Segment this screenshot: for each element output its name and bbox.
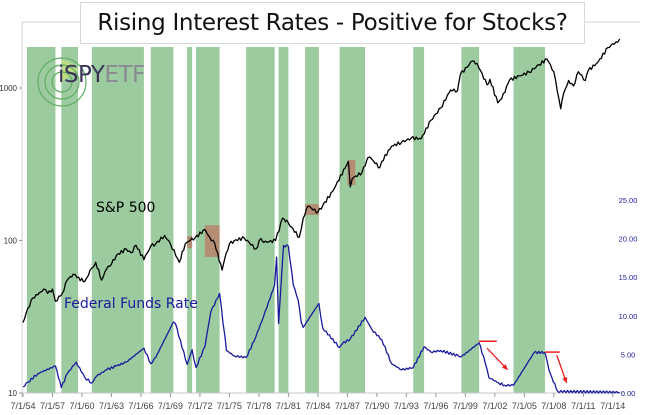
y-right-tick-label: 5.00 xyxy=(621,350,636,359)
sp500-line xyxy=(22,38,621,323)
red-arrowhead-icon xyxy=(562,377,568,383)
red-arrowhead-icon xyxy=(502,364,508,370)
x-tick-label: 7/1/60 xyxy=(69,401,94,411)
y-left-tick-label: 100 xyxy=(4,237,18,246)
highlight-box xyxy=(347,160,356,186)
x-tick-label: 7/1/54 xyxy=(10,401,35,411)
highlight-box xyxy=(187,236,193,249)
logo-text-ispy: iSPY xyxy=(58,62,105,88)
axes: 7/1/54 7/1/57 7/1/60 7/1/63 7/1/66 7/1/69 7/1/… xyxy=(0,21,640,411)
y-right-tick-label: 0.00 xyxy=(621,389,636,398)
y-left-tick-label: 1000 xyxy=(0,84,18,93)
x-tick-label: 7/1/66 xyxy=(128,401,153,411)
rising-rate-band xyxy=(196,47,220,393)
rising-rate-band xyxy=(187,47,193,393)
rising-rate-band xyxy=(461,47,480,393)
rising-rate-band xyxy=(278,47,289,393)
rising-rate-band xyxy=(91,47,144,393)
rising-rate-band xyxy=(61,47,79,393)
x-tick-label: 7/1/57 xyxy=(40,401,65,411)
x-tick-label: 7/1/84 xyxy=(305,401,330,411)
x-tick-label: 7/1/81 xyxy=(276,401,301,411)
x-tick-label: 7/1/87 xyxy=(335,401,360,411)
x-tick-label: 7/1/96 xyxy=(423,401,448,411)
y-left-tick-label: 10 xyxy=(8,389,17,398)
sp500-label: S&P 500 xyxy=(96,200,156,216)
x-tick-label: 7/1/02 xyxy=(482,401,507,411)
rising-rate-band xyxy=(513,47,545,393)
rising-rate-band xyxy=(26,47,56,393)
chart-title: Rising Interest Rates - Positive for Sto… xyxy=(80,2,585,44)
x-tick-label: 7/1/08 xyxy=(541,401,566,411)
x-tick-label: 7/1/72 xyxy=(187,401,212,411)
fed-funds-line xyxy=(22,244,620,394)
x-tick-label: 7/1/90 xyxy=(364,401,389,411)
rising-rate-band xyxy=(413,47,425,393)
fed-funds-label: Federal Funds Rate xyxy=(64,296,198,312)
logo-text-etf: ETF xyxy=(104,62,145,88)
rising-rate-band xyxy=(246,47,275,393)
x-tick-label: 7/1/69 xyxy=(158,401,183,411)
radar-icon xyxy=(37,57,87,107)
y-right-tick-label: 15.00 xyxy=(619,273,638,282)
x-tick-label: 7/1/63 xyxy=(99,401,124,411)
y-right-tick-label: 25.00 xyxy=(619,196,638,205)
red-annotations xyxy=(479,340,568,384)
x-tick-label: 7/1/11 xyxy=(571,401,595,411)
x-tick-label: 7/1/05 xyxy=(512,401,537,411)
ispyetf-logo: iSPYETF xyxy=(34,52,174,108)
x-tick-label: 7/1/99 xyxy=(453,401,478,411)
x-tick-label: 7/1/78 xyxy=(246,401,271,411)
x-tick-label: 7/1/93 xyxy=(394,401,419,411)
x-tick-label: 7/1/14 xyxy=(600,401,625,411)
rising-rate-band xyxy=(339,47,366,393)
x-tick-label: 7/1/75 xyxy=(217,401,242,411)
y-right-tick-label: 20.00 xyxy=(619,235,638,244)
y-right-tick-label: 10.00 xyxy=(619,312,638,321)
series-lines xyxy=(22,38,621,394)
rising-rate-band xyxy=(305,47,319,393)
rising-rate-band xyxy=(150,47,174,393)
